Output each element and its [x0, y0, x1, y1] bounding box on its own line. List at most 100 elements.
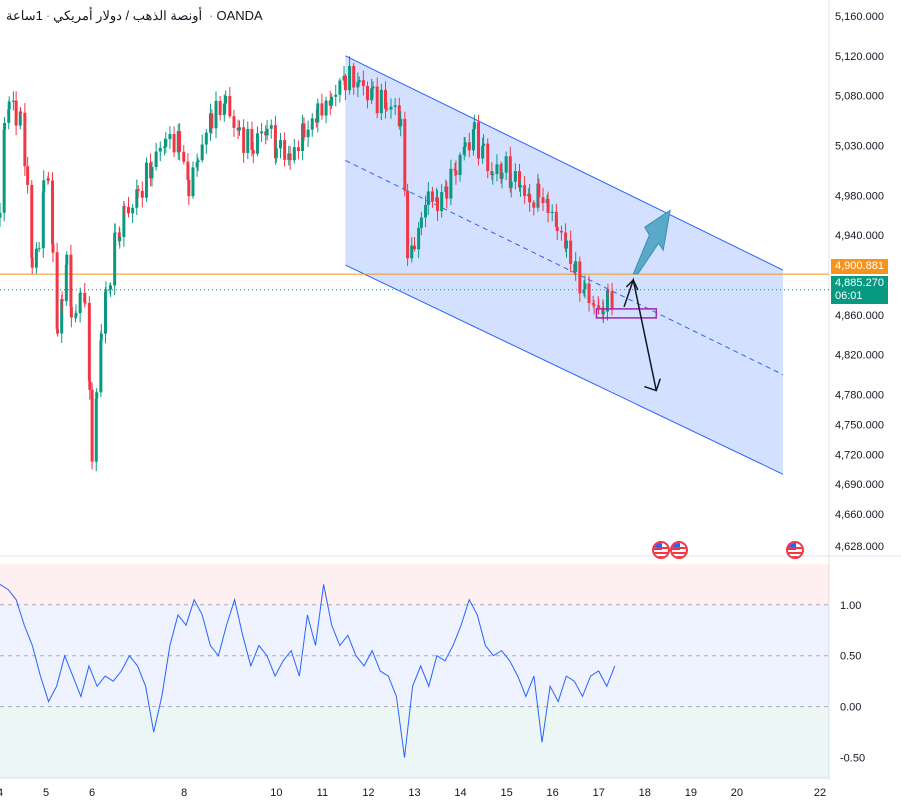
level-price-label: 4,900.881	[831, 259, 888, 274]
arrow-head-up-icon	[625, 278, 639, 291]
candle-body	[222, 103, 226, 116]
price-axis-tick: 4,720.000	[835, 449, 884, 461]
candle-body	[357, 80, 361, 83]
candle-body	[88, 380, 92, 390]
candle-body	[273, 125, 277, 159]
candle-body	[60, 299, 64, 302]
interval-label[interactable]: 1ساعة	[6, 8, 43, 23]
candle-body	[242, 127, 246, 153]
price-axis-tick: 4,860.000	[835, 310, 884, 322]
us-flag-icon[interactable]	[786, 541, 804, 559]
broker-label: OANDA	[216, 8, 263, 23]
price-axis-tick: 4,690.000	[835, 479, 884, 491]
candle-body	[528, 193, 532, 203]
time-axis-tick: 19	[685, 787, 697, 799]
candle-body	[126, 206, 130, 214]
time-axis-tick: 12	[362, 787, 374, 799]
candle-body	[292, 147, 296, 161]
time-axis-tick: 17	[593, 787, 605, 799]
candle-body	[11, 100, 15, 102]
candle-body	[260, 131, 264, 134]
bar-countdown: 06:01	[835, 290, 863, 302]
candle-body	[278, 140, 282, 149]
candle-body	[320, 103, 324, 116]
candle-body	[56, 329, 60, 334]
candle-body	[582, 289, 586, 294]
candle-body	[200, 144, 204, 161]
candle-body	[334, 94, 338, 97]
candle-body	[361, 80, 365, 87]
candle-body	[118, 236, 122, 242]
us-flag-icon[interactable]	[652, 541, 670, 559]
candle-body	[379, 89, 383, 114]
candle-body	[436, 197, 440, 212]
time-axis-tick: 14	[454, 787, 466, 799]
candle-body	[187, 179, 191, 197]
candle-body	[504, 156, 508, 173]
candle-body	[99, 333, 103, 341]
candle-body	[60, 299, 64, 334]
candle-body	[46, 178, 50, 181]
candle-body	[578, 261, 582, 294]
candle-body	[366, 86, 370, 101]
candle-body	[426, 191, 430, 205]
price-axis-tick: 4,820.000	[835, 350, 884, 362]
candle-body	[191, 167, 195, 197]
candle-body	[135, 189, 139, 208]
rsi-axis-tick: 0.50	[840, 651, 861, 663]
candle-body	[214, 100, 218, 129]
candle-body	[310, 118, 314, 130]
candle-body	[597, 305, 601, 308]
channel-mid-line	[345, 160, 784, 376]
candle-body	[158, 147, 162, 152]
candle-body	[30, 257, 34, 268]
candle-body	[23, 112, 27, 167]
candle-body	[463, 142, 467, 147]
candle-body	[316, 103, 320, 123]
candle-body	[255, 133, 259, 154]
candle-body	[587, 283, 591, 304]
candle-body	[55, 252, 59, 330]
candle-body	[104, 289, 108, 292]
candle-body	[74, 313, 78, 317]
candle-body	[606, 289, 610, 292]
candle-body	[403, 118, 407, 191]
candle-body	[182, 151, 186, 162]
candle-body	[419, 217, 423, 228]
candle-body	[122, 206, 126, 237]
candle-body	[564, 240, 568, 249]
time-axis-tick: 6	[89, 787, 95, 799]
candle-body	[283, 140, 287, 160]
candle-body	[228, 96, 232, 117]
candle-body	[251, 150, 255, 154]
candle-body	[186, 161, 190, 180]
rsi-axis-tick: -0.50	[840, 753, 865, 765]
candle-body	[471, 129, 475, 151]
candle-body	[42, 180, 46, 193]
candle-body	[94, 398, 98, 462]
candle-body	[140, 190, 144, 198]
candle-body	[546, 199, 550, 214]
candle-body	[454, 170, 458, 175]
candle-body	[591, 303, 595, 305]
current-price-label: 4,885.270 06:01	[831, 276, 888, 304]
candle-body	[99, 340, 103, 393]
candle-body	[330, 96, 334, 106]
support-zone-box	[595, 308, 658, 319]
candle-body	[288, 153, 292, 161]
candle-body	[486, 143, 490, 172]
candle-body	[440, 192, 444, 212]
symbol-name[interactable]: أونصة الذهب / دولار أمريكي	[53, 8, 203, 23]
rsi-axis-tick: 0.00	[840, 702, 861, 714]
candle-body	[172, 134, 176, 153]
candle-body	[19, 111, 23, 113]
candle-body	[601, 311, 605, 315]
candle-body	[424, 204, 428, 218]
time-axis-tick: 18	[639, 787, 651, 799]
candle-body	[83, 302, 87, 304]
candle-body	[523, 185, 527, 197]
candle-body	[393, 105, 397, 107]
us-flag-icon[interactable]	[670, 541, 688, 559]
candle-body	[338, 80, 342, 95]
